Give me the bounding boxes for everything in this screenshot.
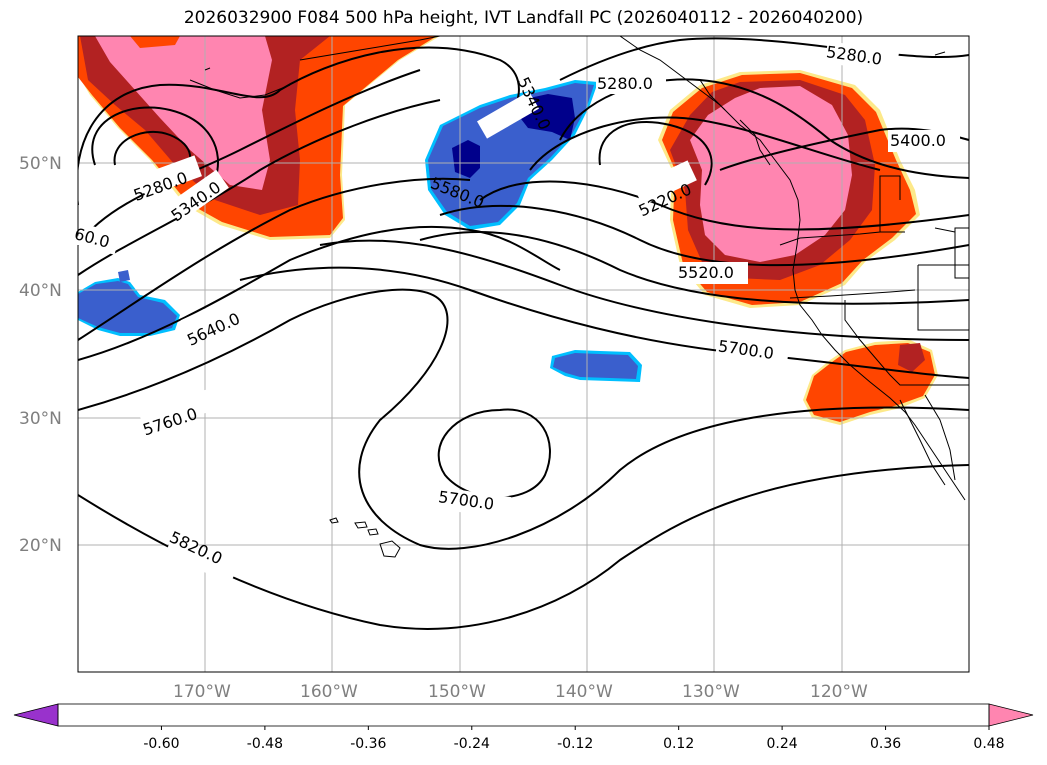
lon-label-130w: 130°W xyxy=(682,682,740,702)
shaded-regions xyxy=(78,36,938,425)
height-contours xyxy=(78,37,969,630)
lat-label-20n: 20°N xyxy=(19,536,62,556)
lat-label-40n: 40°N xyxy=(19,281,62,301)
ivt-positive-northwest-pink xyxy=(95,36,272,190)
colorbar-tick-label: -0.12 xyxy=(557,736,593,752)
colorbar-tick-label: 0.48 xyxy=(973,736,1004,752)
lat-label-30n: 30°N xyxy=(19,409,62,429)
colorbar: -0.60 -0.48 -0.36 -0.24 -0.12 0.12 0.24 0.36 0.4… xyxy=(13,703,1034,752)
contour-label: 5520.0 xyxy=(678,263,734,282)
longitude-labels: 170°W 160°W 150°W 140°W 130°W 120°W xyxy=(173,682,868,702)
colorbar-tick-label: 0.24 xyxy=(767,736,798,752)
hawaii-islands xyxy=(329,517,401,558)
contour-label: 5400.0 xyxy=(890,131,946,150)
contour-labels: 5280.0 5340.0 5340.0 5580.0 5280.0 5220.… xyxy=(72,41,960,585)
contour-label: 5280.0 xyxy=(597,74,653,93)
colorbar-tick-label: -0.24 xyxy=(454,736,490,752)
colorbar-tick-label: 0.12 xyxy=(663,736,694,752)
lon-label-120w: 120°W xyxy=(810,682,868,702)
colorbar-tick-label: -0.48 xyxy=(247,736,283,752)
colorbar-tick-label: -0.36 xyxy=(350,736,386,752)
colorbar-extend-max xyxy=(988,703,1034,727)
map-frame xyxy=(77,35,970,673)
gridlines xyxy=(78,36,969,672)
map-title: 2026032900 F084 500 hPa height, IVT Land… xyxy=(183,8,864,28)
lon-label-160w: 160°W xyxy=(300,682,358,702)
colorbar-extend-min xyxy=(13,703,59,727)
lon-label-170w: 170°W xyxy=(173,682,231,702)
lat-label-50n: 50°N xyxy=(19,154,62,174)
colorbar-tick-label: 0.36 xyxy=(870,736,901,752)
coastlines xyxy=(189,36,969,501)
ivt-positive-northeast-pink xyxy=(690,86,852,262)
colorbar-tick-label: -0.60 xyxy=(143,736,179,752)
colorbar-frame xyxy=(57,703,990,727)
map-area xyxy=(78,36,969,672)
latitude-labels: 50°N 40°N 30°N 20°N xyxy=(19,154,62,556)
lon-label-150w: 150°W xyxy=(428,682,486,702)
lon-label-140w: 140°W xyxy=(555,682,613,702)
